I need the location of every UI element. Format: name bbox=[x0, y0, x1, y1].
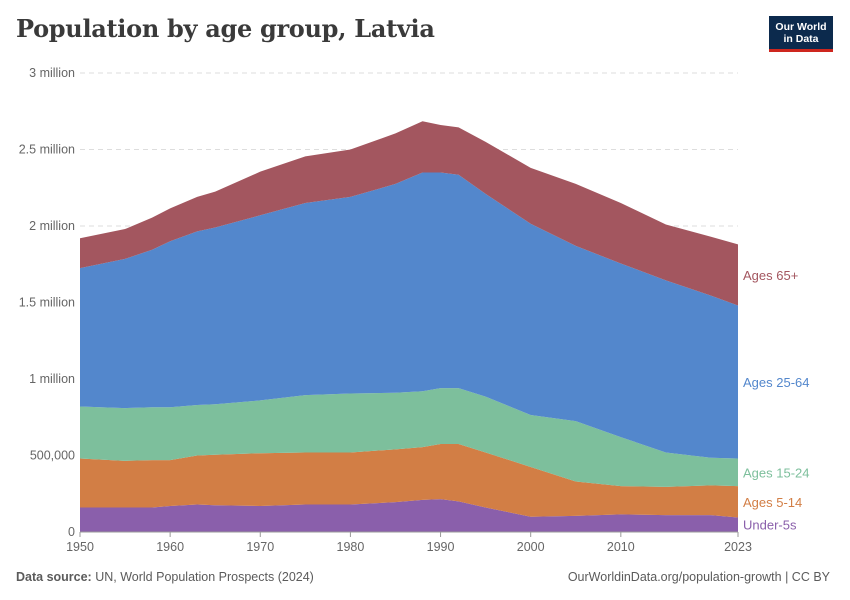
logo-line-1: Our World bbox=[775, 20, 827, 33]
area-ages-25-64 bbox=[80, 172, 738, 459]
series-label-ages-5-14: Ages 5-14 bbox=[743, 495, 802, 510]
source-url[interactable]: OurWorldinData.org/population-growth | C… bbox=[567, 570, 830, 584]
area-series bbox=[80, 121, 738, 532]
series-label-ages-65-: Ages 65+ bbox=[743, 268, 798, 283]
series-label-under-5s: Under-5s bbox=[743, 518, 797, 533]
y-tick-label: 1.5 million bbox=[19, 296, 75, 310]
y-tick-label: 2.5 million bbox=[19, 143, 75, 157]
x-tick-label: 2010 bbox=[607, 540, 635, 554]
x-tick-label: 1980 bbox=[337, 540, 365, 554]
x-tick-label: 2000 bbox=[517, 540, 545, 554]
series-label-ages-25-64: Ages 25-64 bbox=[743, 375, 810, 390]
x-tick-label: 1970 bbox=[246, 540, 274, 554]
y-tick-label: 0 bbox=[68, 525, 75, 539]
x-tick-label: 1960 bbox=[156, 540, 184, 554]
area-under-5s bbox=[80, 499, 738, 532]
logo-line-2: in Data bbox=[783, 32, 819, 45]
data-source-label: Data source: bbox=[16, 570, 92, 584]
x-tick-label: 1950 bbox=[66, 540, 94, 554]
series-label-ages-15-24: Ages 15-24 bbox=[743, 465, 810, 480]
y-tick-label: 1 million bbox=[29, 372, 75, 386]
x-tick-label: 2023 bbox=[724, 540, 752, 554]
y-tick-label: 500,000 bbox=[30, 449, 75, 463]
area-ages-15-24 bbox=[80, 388, 738, 487]
area-ages-65- bbox=[80, 121, 738, 306]
owid-logo[interactable]: Our World in Data bbox=[769, 16, 833, 52]
axes: 0 500,000 1 million 1.5 million 2 million 2.5… bbox=[19, 66, 752, 554]
y-tick-label: 2 million bbox=[29, 219, 75, 233]
data-source-text: UN, World Population Prospects (2024) bbox=[95, 570, 314, 584]
area-ages-5-14 bbox=[80, 444, 738, 518]
data-source: Data source: UN, World Population Prospe… bbox=[16, 570, 314, 584]
y-tick-label: 3 million bbox=[29, 66, 75, 80]
x-tick-label: 1990 bbox=[427, 540, 455, 554]
series-labels: Under-5s Ages 5-14 Ages 15-24 Ages 25-64 Age… bbox=[743, 268, 810, 533]
chart-title: Population by age group, Latvia bbox=[16, 14, 435, 43]
